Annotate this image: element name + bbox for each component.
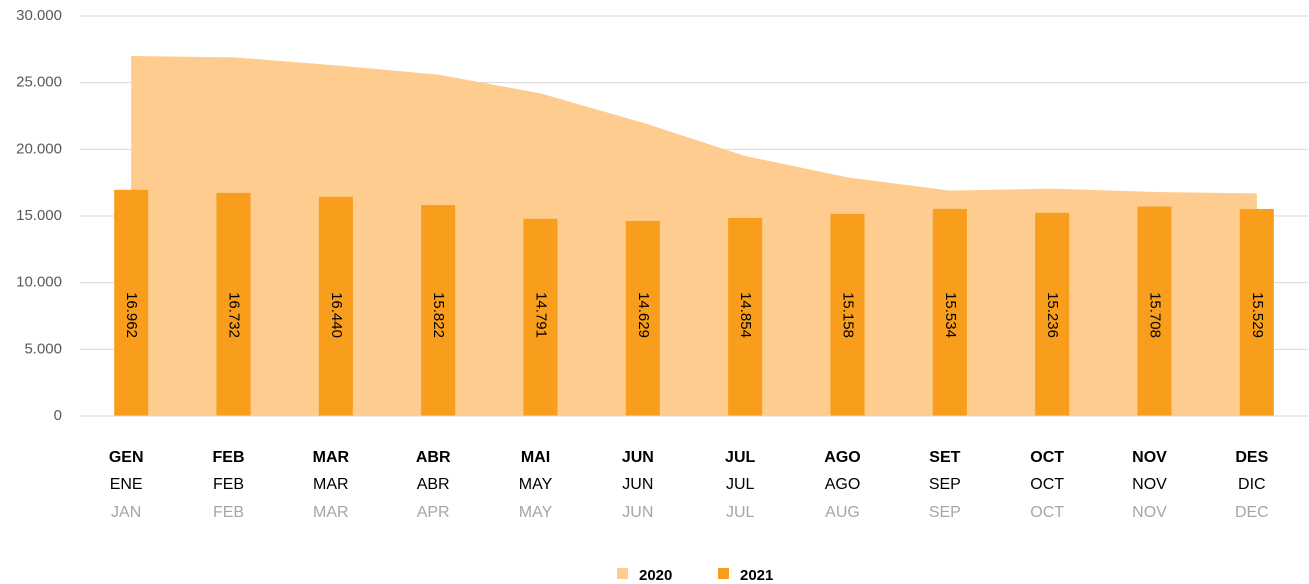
data-label: 16.732 — [226, 292, 243, 338]
data-label: 15.708 — [1147, 292, 1164, 338]
data-label: 14.854 — [737, 292, 754, 338]
x-tick-label: AGO — [825, 476, 861, 493]
data-label: 15.236 — [1044, 292, 1061, 338]
legend-label: 2021 — [740, 567, 773, 584]
bar — [216, 192, 251, 416]
area — [131, 56, 1257, 416]
data-label: 15.529 — [1249, 292, 1266, 338]
x-tick-label: SEP — [929, 504, 961, 521]
bar — [932, 208, 967, 416]
x-tick-label: MAY — [519, 476, 553, 493]
y-tick-label: 5.000 — [24, 340, 62, 357]
legend-label: 2020 — [639, 567, 672, 584]
y-tick-label: 0 — [54, 407, 62, 424]
x-tick-label: JUN — [622, 504, 653, 521]
x-tick-label: MAR — [313, 504, 349, 521]
x-tick-label: NOV — [1132, 476, 1167, 493]
x-tick-label: JAN — [111, 504, 141, 521]
bar — [421, 205, 456, 416]
data-label: 15.158 — [840, 292, 857, 338]
x-tick-label: ENE — [110, 476, 143, 493]
bar — [1035, 212, 1070, 416]
data-label: 16.962 — [123, 292, 140, 338]
x-tick-label: OCT — [1030, 449, 1064, 466]
x-tick-label: OCT — [1030, 504, 1064, 521]
x-tick-label: DEC — [1235, 504, 1269, 521]
legend-swatch — [617, 568, 628, 579]
bar — [318, 196, 353, 416]
bar — [114, 189, 149, 416]
y-tick-label: 15.000 — [16, 207, 62, 224]
x-tick-label: GEN — [109, 449, 144, 466]
data-label: 15.822 — [430, 292, 447, 338]
x-tick-label: JUL — [726, 476, 755, 493]
x-tick-label: SET — [929, 449, 960, 466]
x-tick-label: JUL — [725, 449, 755, 466]
legend-swatch — [718, 568, 729, 579]
x-tick-label: MAR — [313, 449, 350, 466]
x-tick-label: NOV — [1132, 504, 1167, 521]
y-tick-label: 20.000 — [16, 140, 62, 157]
y-tick-label: 25.000 — [16, 74, 62, 91]
x-tick-label: OCT — [1030, 476, 1064, 493]
y-tick-label: 30.000 — [16, 7, 62, 24]
x-tick-label: MAY — [519, 504, 553, 521]
bar — [1137, 206, 1172, 416]
x-tick-label: NOV — [1132, 449, 1167, 466]
x-tick-label: ABR — [416, 449, 451, 466]
bar — [728, 217, 763, 416]
x-tick-label: JUL — [726, 504, 755, 521]
x-tick-label: JUN — [622, 449, 654, 466]
data-label: 15.534 — [942, 292, 959, 338]
data-label: 16.440 — [328, 292, 345, 338]
x-tick-label: MAI — [521, 449, 550, 466]
bar — [523, 218, 558, 416]
data-label: 14.629 — [635, 292, 652, 338]
x-tick-label: DES — [1235, 449, 1268, 466]
x-tick-label: FEB — [213, 476, 244, 493]
x-tick-label: JUN — [622, 476, 653, 493]
bar — [1239, 208, 1274, 416]
x-tick-label: APR — [417, 504, 450, 521]
x-tick-label: FEB — [213, 449, 245, 466]
data-label: 14.791 — [533, 292, 550, 338]
bar — [830, 213, 865, 416]
x-tick-label: MAR — [313, 476, 349, 493]
bar — [625, 220, 660, 416]
x-tick-label: DIC — [1238, 476, 1266, 493]
x-tick-label: SEP — [929, 476, 961, 493]
x-tick-label: ABR — [417, 476, 450, 493]
x-tick-label: AUG — [825, 504, 860, 521]
x-tick-label: FEB — [213, 504, 244, 521]
y-tick-label: 10.000 — [16, 274, 62, 291]
x-tick-label: AGO — [824, 449, 860, 466]
